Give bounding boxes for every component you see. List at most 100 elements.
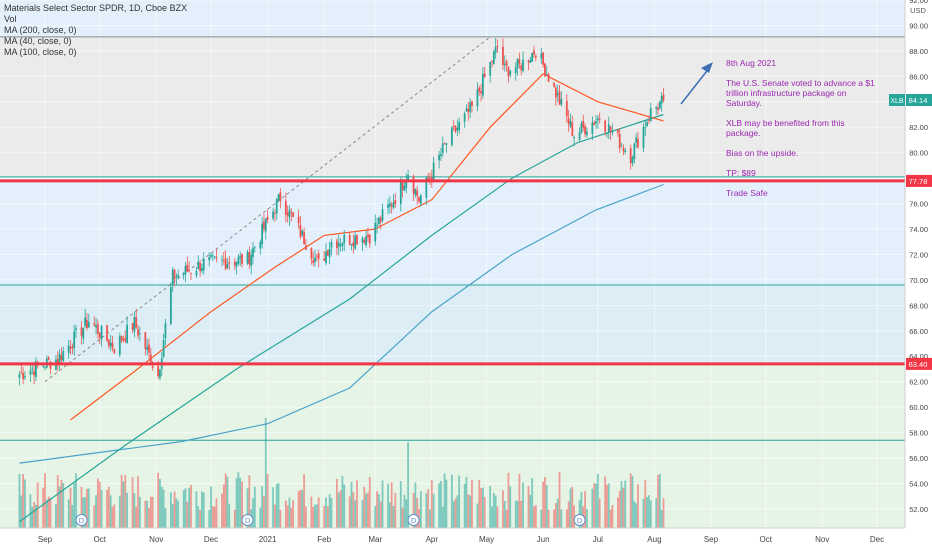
candle-body (202, 258, 205, 271)
y-tick-label: 72.00 (909, 250, 928, 259)
annotation-date: 8th Aug 2021 (726, 58, 777, 68)
candle-body (430, 177, 433, 180)
volume-bar (609, 509, 612, 528)
candle-body (56, 359, 59, 364)
candle-body (646, 122, 649, 126)
candle-body (326, 250, 329, 256)
volume-bar (44, 473, 46, 528)
symbol-title[interactable]: Materials Select Sector SPDR, 1D, Cboe B… (4, 3, 188, 13)
volume-bar (379, 501, 382, 528)
candle-body (272, 211, 274, 219)
volume-bar (617, 497, 619, 528)
volume-bar (67, 499, 70, 528)
volume-bar (146, 500, 149, 528)
volume-bar (69, 487, 72, 528)
volume-bar (315, 504, 318, 528)
candle-body (429, 177, 431, 179)
candle-body (596, 118, 599, 121)
volume-bar (595, 483, 597, 528)
dividend-label: D (411, 516, 417, 525)
candle-body (412, 176, 415, 194)
candle-body (93, 323, 96, 326)
volume-bar (253, 486, 256, 528)
volume-bar (73, 483, 76, 528)
volume-bar (407, 442, 409, 528)
dividend-marker-1[interactable]: D (241, 514, 254, 526)
candle-body (210, 254, 212, 257)
candle-body (98, 332, 101, 338)
volume-indicator-label[interactable]: Vol (4, 14, 17, 24)
candle-body (514, 67, 517, 73)
last-price-badge-bg (906, 94, 932, 107)
volume-bar (118, 495, 121, 528)
ma-200-label[interactable]: MA (200, close, 0) (4, 25, 77, 35)
candle-body (593, 122, 596, 125)
volume-bar (62, 483, 65, 528)
volume-bar (259, 507, 262, 528)
candle-body (598, 118, 601, 120)
candle-body (609, 126, 612, 132)
dividend-label: D (577, 516, 583, 525)
ma-100-label[interactable]: MA (100, close, 0) (4, 47, 77, 57)
candle-body (135, 317, 138, 328)
volume-bar (45, 499, 48, 528)
volume-bar (188, 487, 191, 528)
candle-body (496, 46, 499, 48)
y-tick-label: 62.00 (909, 378, 928, 387)
candle-body (469, 102, 472, 112)
arrow-shaft (680, 66, 711, 105)
volume-bar (624, 480, 627, 528)
candle-body (554, 87, 557, 98)
candle-body (502, 46, 504, 66)
candle-body (20, 371, 23, 373)
candle-body (545, 74, 548, 76)
dividend-marker-2[interactable]: D (407, 514, 420, 526)
candle-body (159, 369, 161, 378)
candle-body (328, 248, 331, 258)
volume-bar (527, 485, 530, 528)
volume-bar (18, 473, 21, 528)
candle-body (58, 353, 61, 364)
candle-body (509, 70, 512, 75)
volume-bar (558, 472, 561, 528)
candle-body (407, 175, 409, 180)
candle-body (149, 354, 152, 366)
candle-body (266, 216, 269, 221)
volume-bar (414, 482, 417, 528)
y-tick-label: 54.00 (909, 479, 928, 488)
candle-body (620, 145, 623, 147)
volume-bar (441, 506, 444, 528)
y-tick-label: 56.00 (909, 454, 928, 463)
candle-body (188, 269, 191, 271)
candle-body (106, 325, 108, 341)
volume-bar (520, 500, 523, 528)
text-annotation[interactable]: 8th Aug 2021 The U.S. Senate voted to ad… (726, 58, 876, 208)
dividend-marker-3[interactable]: D (573, 514, 586, 526)
candle-body (264, 218, 267, 232)
volume-bar (175, 498, 178, 528)
volume-bar (124, 474, 127, 528)
chart-legend: Materials Select Sector SPDR, 1D, Cboe B… (4, 3, 187, 58)
candle-body (124, 338, 127, 342)
x-tick-label: Jul (593, 535, 603, 544)
volume-bar (211, 506, 214, 528)
x-tick-label: Feb (317, 535, 331, 544)
candle-body (480, 90, 482, 94)
volume-bar (646, 497, 649, 528)
candle-body (452, 126, 455, 127)
dividend-marker-0[interactable]: D (75, 514, 88, 526)
volume-bar (412, 492, 415, 528)
volume-bar (533, 506, 535, 528)
candle-body (438, 155, 441, 161)
candle-body (118, 336, 121, 355)
candle-body (471, 101, 473, 106)
candle-body (215, 257, 218, 259)
volume-bar (47, 496, 50, 528)
volume-bar (233, 509, 236, 528)
candle-body (553, 83, 555, 87)
candle-body (343, 234, 346, 244)
candle-body (503, 63, 506, 65)
ma-40-label[interactable]: MA (40, close, 0) (4, 36, 72, 46)
